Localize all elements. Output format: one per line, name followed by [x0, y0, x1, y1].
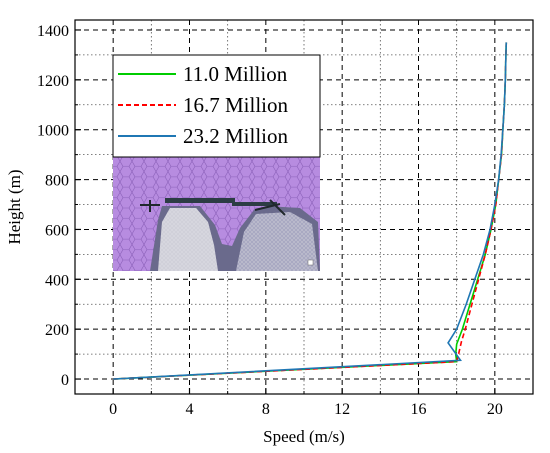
x-axis-title: Speed (m/s) — [263, 427, 345, 446]
y-axis-title: Height (m) — [5, 169, 24, 244]
legend-label-1: 16.7 Million — [183, 93, 289, 117]
legend-label-0: 11.0 Million — [183, 62, 288, 86]
y-tick-label: 400 — [45, 272, 69, 289]
y-tick-label: 200 — [45, 322, 69, 339]
legend-label-2: 23.2 Million — [183, 124, 289, 148]
x-tick-label: 8 — [262, 401, 270, 418]
x-tick-label: 4 — [186, 401, 194, 418]
y-tick-label: 1000 — [37, 123, 69, 140]
x-tick-label: 16 — [411, 401, 427, 418]
y-tick-label: 0 — [61, 372, 69, 389]
y-tick-label: 1200 — [37, 73, 69, 90]
x-tick-label: 0 — [109, 401, 117, 418]
series-line-1 — [113, 42, 508, 380]
y-tick-label: 600 — [45, 222, 69, 239]
series-line-2 — [113, 42, 508, 380]
x-tick-label: 20 — [487, 401, 503, 418]
x-tick-label: 12 — [334, 401, 350, 418]
mesh-inset-image — [113, 157, 320, 271]
legend: 11.0 Million 16.7 Million 23.2 Million — [112, 54, 321, 158]
y-tick-label: 1400 — [37, 23, 69, 40]
series-lines — [113, 42, 508, 380]
y-tick-label: 800 — [45, 173, 69, 190]
